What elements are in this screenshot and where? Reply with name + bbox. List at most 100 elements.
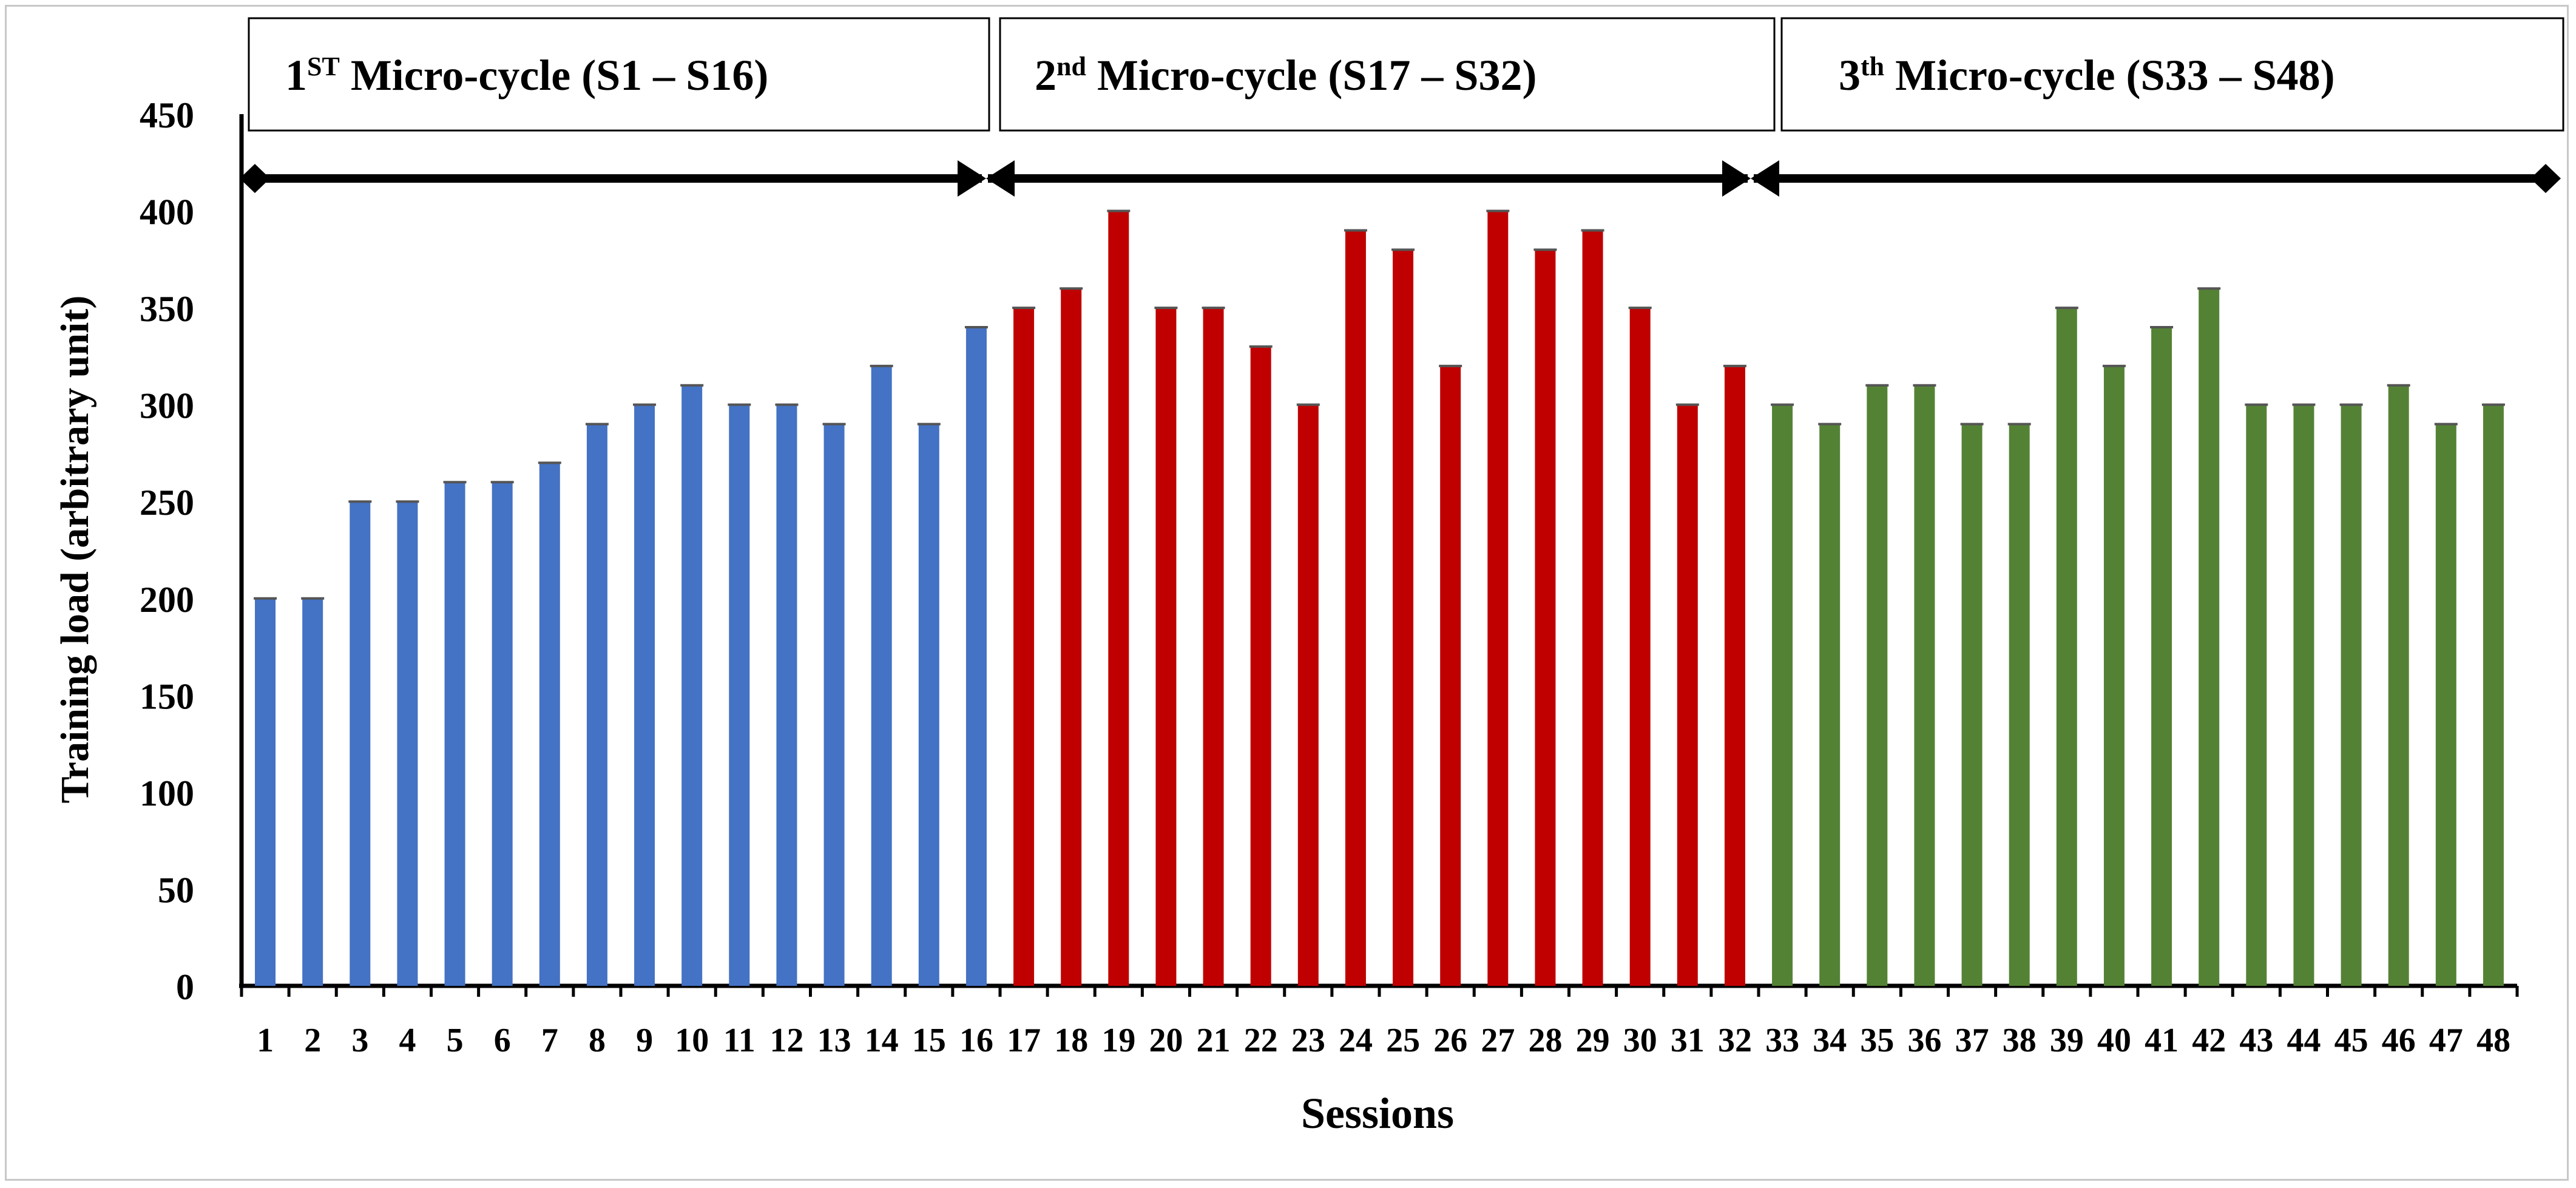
x-tick-label: 15 — [912, 1022, 946, 1059]
arrow-head-1-right — [958, 160, 986, 197]
x-tick-label: 6 — [494, 1022, 511, 1059]
x-tick-label: 4 — [399, 1022, 416, 1059]
arrow-head-2-right — [1722, 160, 1751, 197]
bar-session-45 — [2341, 404, 2362, 986]
bar-session-22 — [1250, 346, 1271, 986]
bar-session-27 — [1487, 211, 1509, 986]
x-tick-label: 33 — [1765, 1022, 1799, 1059]
x-tick-label: 41 — [2145, 1022, 2179, 1059]
x-tick-label: 30 — [1623, 1022, 1657, 1059]
x-tick-label: 29 — [1576, 1022, 1610, 1059]
bar-session-47 — [2435, 424, 2456, 986]
bar-session-13 — [823, 424, 845, 986]
x-tick-label: 18 — [1054, 1022, 1088, 1059]
x-tick-label: 25 — [1386, 1022, 1420, 1059]
x-tick-label: 37 — [1955, 1022, 1989, 1059]
x-tick-label: 45 — [2334, 1022, 2368, 1059]
x-tick-label: 47 — [2429, 1022, 2463, 1059]
bar-session-44 — [2293, 404, 2314, 986]
x-tick-label: 38 — [2003, 1022, 2037, 1059]
bar-session-9 — [634, 404, 655, 986]
cycle-headers: 1ST Micro-cycle (S1 – S16) 2nd Micro-cyc… — [248, 17, 2564, 132]
bar-session-33 — [1772, 404, 1793, 986]
bar-session-14 — [871, 365, 892, 986]
bar-session-2 — [302, 598, 323, 986]
y-tick-label: 50 — [158, 870, 194, 910]
x-tick-label: 20 — [1149, 1022, 1183, 1059]
bar-session-12 — [776, 404, 797, 986]
x-tick-label: 13 — [817, 1022, 851, 1059]
cycle-3-label: 3th Micro-cycle (S33 – S48) — [1839, 51, 2335, 100]
bar-session-20 — [1155, 308, 1177, 986]
cycle-2-box — [999, 17, 1776, 132]
x-tick-label: 28 — [1528, 1022, 1562, 1059]
bar-session-39 — [2056, 308, 2077, 986]
bars — [254, 209, 2505, 986]
x-tick-label: 22 — [1244, 1022, 1278, 1059]
x-tick-label: 32 — [1718, 1022, 1752, 1059]
bar-session-7 — [539, 463, 560, 986]
x-tick-label: 24 — [1339, 1022, 1373, 1059]
x-tick-label: 35 — [1860, 1022, 1894, 1059]
bar-session-18 — [1061, 288, 1082, 986]
x-tick-label: 42 — [2192, 1022, 2226, 1059]
bar-session-46 — [2388, 385, 2409, 986]
bar-session-21 — [1203, 308, 1224, 986]
bar-session-35 — [1867, 385, 1888, 986]
bar-session-37 — [1961, 424, 1983, 986]
arrow-diamond-end — [2530, 164, 2561, 193]
x-tick-label: 39 — [2050, 1022, 2084, 1059]
bar-session-11 — [729, 404, 750, 986]
x-ticks — [240, 986, 2519, 997]
arrow-head-2-left — [986, 160, 1015, 197]
bar-session-3 — [350, 501, 371, 986]
y-tick-labels: 0 50 100 150 200 250 300 350 400 450 — [140, 95, 194, 1007]
x-tick-label: 21 — [1197, 1022, 1231, 1059]
bar-session-5 — [444, 482, 465, 986]
cycle-2-label: 2nd Micro-cycle (S17 – S32) — [1035, 51, 1536, 100]
bar-session-48 — [2483, 404, 2504, 986]
bar-session-25 — [1393, 249, 1414, 986]
x-tick-labels: 1 2 3 4 5 6 7 8 9 10 11 12 13 14 15 16 17 18 19 20 21 22 23 24 2… — [257, 1022, 2510, 1059]
y-tick-label: 450 — [140, 95, 194, 135]
x-tick-label: 14 — [865, 1022, 899, 1059]
x-tick-label: 27 — [1481, 1022, 1515, 1059]
y-tick-label: 250 — [140, 483, 194, 523]
bar-session-16 — [965, 327, 987, 986]
bar-session-36 — [1914, 385, 1935, 986]
y-tick-label: 350 — [140, 289, 194, 329]
bar-session-4 — [397, 501, 418, 986]
bar-session-43 — [2246, 404, 2267, 986]
bar-session-24 — [1345, 230, 1366, 986]
bar-session-6 — [492, 482, 513, 986]
cycle-1-label: 1ST Micro-cycle (S1 – S16) — [285, 51, 768, 100]
x-tick-label: 7 — [541, 1022, 558, 1059]
y-tick-label: 150 — [140, 676, 194, 716]
bar-session-23 — [1297, 404, 1319, 986]
x-tick-label: 16 — [959, 1022, 993, 1059]
bar-session-17 — [1013, 308, 1035, 986]
x-tick-label: 36 — [1907, 1022, 1941, 1059]
bar-session-42 — [2199, 288, 2220, 986]
x-tick-label: 9 — [636, 1022, 653, 1059]
bar-session-40 — [2103, 365, 2125, 986]
x-tick-label: 17 — [1007, 1022, 1041, 1059]
bar-session-34 — [1819, 424, 1841, 986]
figure-frame — [5, 5, 2569, 1181]
arrow-diamond-start — [240, 164, 270, 193]
bar-session-8 — [586, 424, 607, 986]
bar-session-38 — [2009, 424, 2030, 986]
x-tick-label: 3 — [351, 1022, 368, 1059]
x-tick-label: 44 — [2287, 1022, 2321, 1059]
bar-session-41 — [2151, 327, 2172, 986]
x-tick-label: 12 — [769, 1022, 803, 1059]
x-tick-label: 43 — [2239, 1022, 2273, 1059]
bar-session-15 — [918, 424, 939, 986]
x-tick-label: 19 — [1101, 1022, 1135, 1059]
bar-session-31 — [1677, 404, 1698, 986]
bar-session-1 — [255, 598, 276, 986]
x-tick-label: 8 — [589, 1022, 606, 1059]
bar-session-26 — [1440, 365, 1461, 986]
y-tick-label: 300 — [140, 386, 194, 426]
arrow-head-3-left — [1751, 160, 1779, 197]
